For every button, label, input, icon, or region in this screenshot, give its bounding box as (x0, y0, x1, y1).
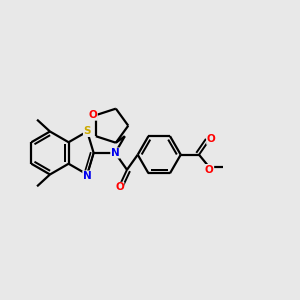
Text: S: S (83, 127, 91, 136)
Text: N: N (83, 171, 92, 181)
Text: O: O (207, 134, 215, 144)
Text: N: N (111, 148, 119, 158)
Text: O: O (205, 164, 214, 175)
Text: O: O (88, 110, 97, 120)
Text: O: O (115, 182, 124, 192)
